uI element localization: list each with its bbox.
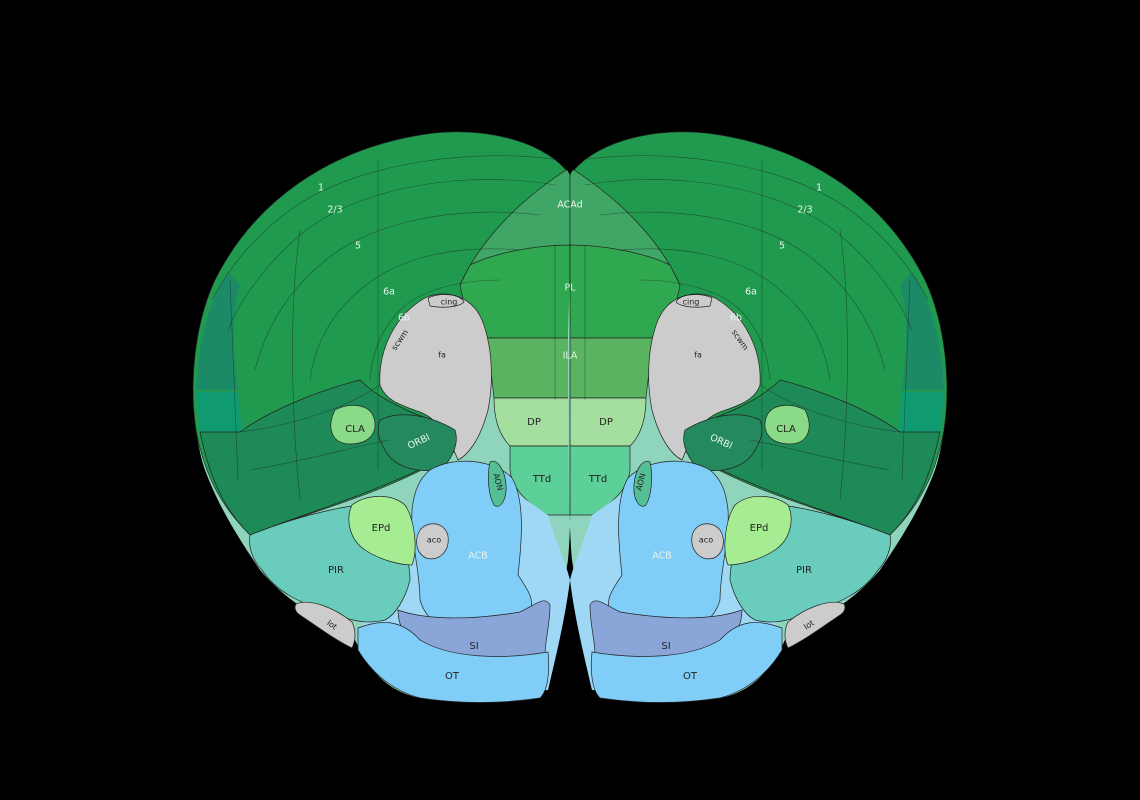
label-cing-right: cing (683, 298, 700, 307)
right-fa (648, 293, 761, 461)
label-pir-right: PIR (796, 565, 812, 576)
left-ttd (509, 445, 571, 516)
label-cing-left: cing (441, 298, 458, 307)
right-ttd (569, 445, 631, 516)
label-aco-right: aco (699, 536, 713, 545)
label-layer23-right: 2/3 (797, 205, 812, 216)
left-ot (357, 622, 550, 703)
label-layer1-right: 1 (816, 183, 822, 194)
label-dp-right: DP (599, 417, 613, 428)
label-layer5-left: 5 (355, 241, 361, 252)
label-ila: ILA (563, 351, 578, 362)
right-hemisphere-regions (569, 131, 948, 703)
label-fa-right: fa (694, 351, 702, 360)
right-lot (784, 601, 846, 649)
left-aon (488, 460, 507, 507)
right-epd (724, 496, 792, 566)
label-cla-left: CLA (345, 424, 365, 435)
left-aco (416, 523, 449, 560)
right-cing (675, 294, 713, 308)
label-aon-right: AON (634, 472, 647, 491)
label-si-left: SI (469, 641, 478, 652)
left-fa (379, 293, 492, 461)
right-aon (633, 460, 652, 507)
label-layer6a-right: 6a (745, 287, 757, 298)
label-cla-right: CLA (776, 424, 796, 435)
left-epd (348, 496, 416, 566)
label-ttd-left: TTd (532, 474, 551, 485)
left-lot (294, 601, 356, 649)
label-fa-left: fa (438, 351, 446, 360)
label-dp-left: DP (527, 417, 541, 428)
ventral-cleft (560, 598, 580, 700)
label-ot-right: OT (683, 671, 698, 682)
label-acb-right: ACB (652, 551, 671, 562)
right-ila (569, 337, 656, 399)
label-aon-left: AON (491, 472, 504, 491)
left-hemisphere (192, 131, 572, 703)
label-si-right: SI (661, 641, 670, 652)
right-ot (590, 622, 783, 703)
label-aco-left: aco (427, 536, 441, 545)
label-layer1-left: 1 (318, 183, 324, 194)
right-aco (691, 523, 724, 560)
label-epd-right: EPd (750, 523, 769, 534)
left-lateral-strip (196, 272, 240, 390)
label-layer5-right: 5 (779, 241, 785, 252)
right-lateral-box (898, 392, 944, 432)
label-pir-left: PIR (328, 565, 344, 576)
label-ttd-right: TTd (588, 474, 607, 485)
left-cla (330, 404, 376, 445)
label-acb-left: ACB (468, 551, 487, 562)
label-layer6b-left: 6b (398, 313, 410, 324)
label-ot-left: OT (445, 671, 460, 682)
left-cing (427, 294, 465, 308)
left-lateral-box (196, 392, 242, 432)
left-ila (484, 337, 571, 399)
label-epd-left: EPd (372, 523, 391, 534)
label-layer23-left: 2/3 (327, 205, 342, 216)
right-lateral-strip (900, 272, 944, 390)
midline-notch (556, 146, 584, 175)
label-layer6a-left: 6a (383, 287, 395, 298)
label-layer6b-right: 6b (730, 313, 742, 324)
right-cla (764, 404, 810, 445)
label-acad: ACAd (557, 200, 582, 211)
label-pl: PL (564, 283, 576, 294)
